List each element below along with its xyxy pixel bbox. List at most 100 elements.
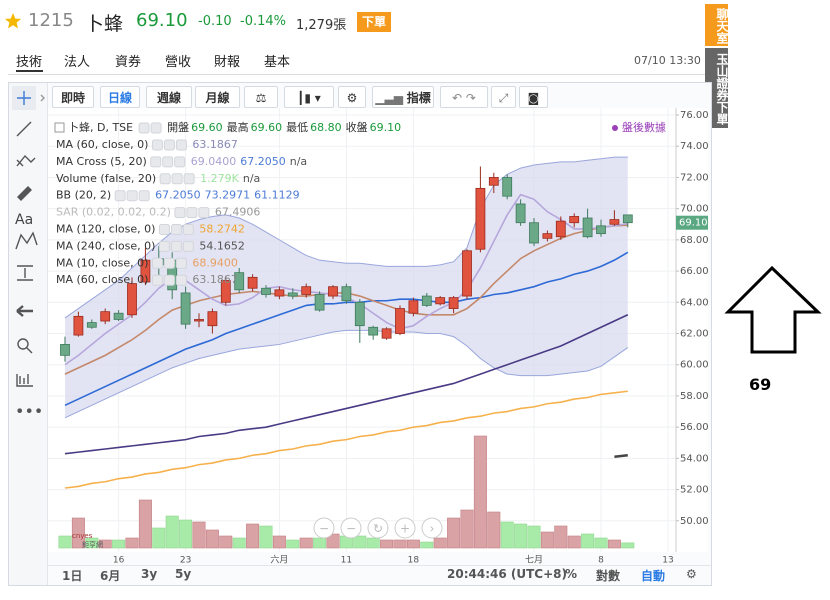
data-window-tool[interactable] (16, 374, 33, 387)
log-toggle[interactable]: 對數 (596, 569, 621, 583)
zoom-tool[interactable] (17, 338, 29, 350)
zoom-control[interactable] (313, 517, 335, 539)
legend-icon[interactable] (163, 139, 175, 151)
undo-redo-button[interactable]: ↶ ↷ (440, 86, 488, 108)
zoom-control-icon: › (430, 522, 435, 536)
legend-icon[interactable] (162, 156, 174, 168)
brush-tool[interactable] (17, 186, 32, 201)
measure-tool[interactable] (17, 265, 33, 281)
candle-body (287, 292, 298, 297)
candle-body (582, 217, 593, 238)
tab[interactable]: 技術 (16, 55, 43, 70)
legend-icon[interactable] (158, 240, 170, 252)
legend-value: 67.2050 (240, 155, 286, 168)
legend-icon[interactable] (150, 156, 162, 168)
tool-expander[interactable] (40, 94, 45, 102)
candle-body (448, 297, 459, 309)
y-tick-label: 50.00 (680, 516, 709, 527)
candle-body (354, 301, 365, 327)
x-tick-label: 11 (341, 556, 352, 566)
legend-icon[interactable] (198, 207, 210, 219)
legend-icon[interactable] (175, 139, 187, 151)
legend-icon[interactable] (182, 224, 194, 235)
snapshot-button[interactable]: ◙ (519, 86, 548, 108)
tab[interactable]: 基本 (264, 55, 291, 70)
compare-button[interactable]: ⚖ (244, 86, 278, 108)
legend-icon[interactable] (138, 190, 150, 202)
range-3y[interactable]: 3y (141, 567, 158, 581)
axis-settings[interactable]: ⚙ (686, 567, 697, 581)
legend-icon[interactable] (151, 139, 163, 151)
weekly-button[interactable]: 週線 (146, 86, 192, 108)
crosshair-tool[interactable] (17, 91, 31, 105)
legend-value: 67.4906 (215, 206, 261, 219)
legend-value: 63.1867 (192, 138, 238, 151)
indicators-button[interactable]: ▁▃▅ 指標 (372, 86, 434, 108)
legend-icon[interactable] (183, 173, 195, 185)
more-tools[interactable]: ••• (15, 402, 43, 421)
realtime-button[interactable]: 即時 (52, 86, 94, 108)
legend-icon[interactable] (170, 240, 182, 252)
favorite-star[interactable] (4, 12, 22, 30)
legend-icon[interactable] (186, 207, 198, 219)
legend-icon[interactable] (114, 190, 126, 202)
candle-body (529, 222, 539, 244)
legend-icon[interactable] (174, 207, 186, 219)
fib-tool[interactable] (16, 154, 36, 167)
range-5y[interactable]: 5y (175, 567, 192, 581)
legend-icon[interactable] (151, 274, 163, 286)
volume-bar (366, 537, 380, 549)
tab[interactable]: 資券 (115, 55, 142, 70)
legend-icon[interactable] (126, 190, 138, 202)
auto-toggle[interactable]: 自動 (641, 569, 666, 583)
legend-icon[interactable] (171, 173, 183, 185)
legend-value: 63.1867 (192, 273, 238, 286)
legend-icon[interactable] (182, 240, 194, 252)
pattern-tool[interactable] (15, 231, 38, 250)
legend-collapse[interactable] (54, 122, 65, 133)
volume-bar (567, 535, 581, 549)
order-button[interactable]: 下單 (357, 12, 391, 32)
legend-icon[interactable] (174, 156, 186, 168)
zoom-control[interactable] (367, 517, 389, 539)
text-tool[interactable]: Aa (15, 212, 33, 228)
remove-tool[interactable] (16, 305, 33, 317)
volume-bar (246, 523, 260, 549)
percent-toggle[interactable]: % (565, 567, 578, 581)
zoom-control[interactable] (394, 517, 416, 539)
chart-style-button[interactable]: ┃▮ ▾ (284, 86, 334, 108)
stock-code: 1215 (28, 10, 74, 31)
legend-icon[interactable] (159, 173, 171, 185)
range-6m[interactable]: 6月 (100, 569, 121, 583)
legend-icon[interactable] (163, 274, 175, 286)
daily-button[interactable]: 日線 (100, 86, 140, 108)
tab[interactable]: 營收 (165, 55, 192, 70)
fullscreen-button[interactable]: ⤢ (491, 86, 516, 108)
legend-icon[interactable] (151, 257, 163, 269)
candle-body (328, 286, 338, 297)
tab[interactable]: 法人 (64, 55, 91, 70)
legend-icon[interactable] (163, 257, 175, 269)
volume-bar (286, 539, 300, 549)
legend-icon[interactable] (175, 257, 187, 269)
chat-button[interactable]: 聊天室 (705, 4, 729, 46)
indicator-line (64, 390, 628, 489)
candle-body (261, 287, 271, 295)
tab[interactable]: 財報 (214, 55, 241, 70)
candle-body (569, 216, 580, 224)
legend-icon[interactable] (138, 122, 150, 134)
volume-bar (112, 539, 126, 549)
x-tick-label: 13 (662, 556, 673, 566)
legend-icon[interactable] (170, 224, 182, 235)
legend-icon[interactable] (150, 122, 162, 134)
legend-icon[interactable] (175, 274, 187, 286)
legend-icon[interactable] (158, 224, 170, 235)
monthly-button[interactable]: 月線 (195, 86, 240, 108)
settings-button[interactable]: ⚙ (338, 86, 366, 108)
zoom-control[interactable] (340, 517, 362, 539)
legend-value: 67.2050 (155, 189, 201, 202)
zoom-control[interactable] (421, 517, 443, 539)
range-1d[interactable]: 1日 (62, 569, 83, 583)
trend-line-tool[interactable] (16, 121, 32, 137)
volume-bar (594, 537, 608, 549)
